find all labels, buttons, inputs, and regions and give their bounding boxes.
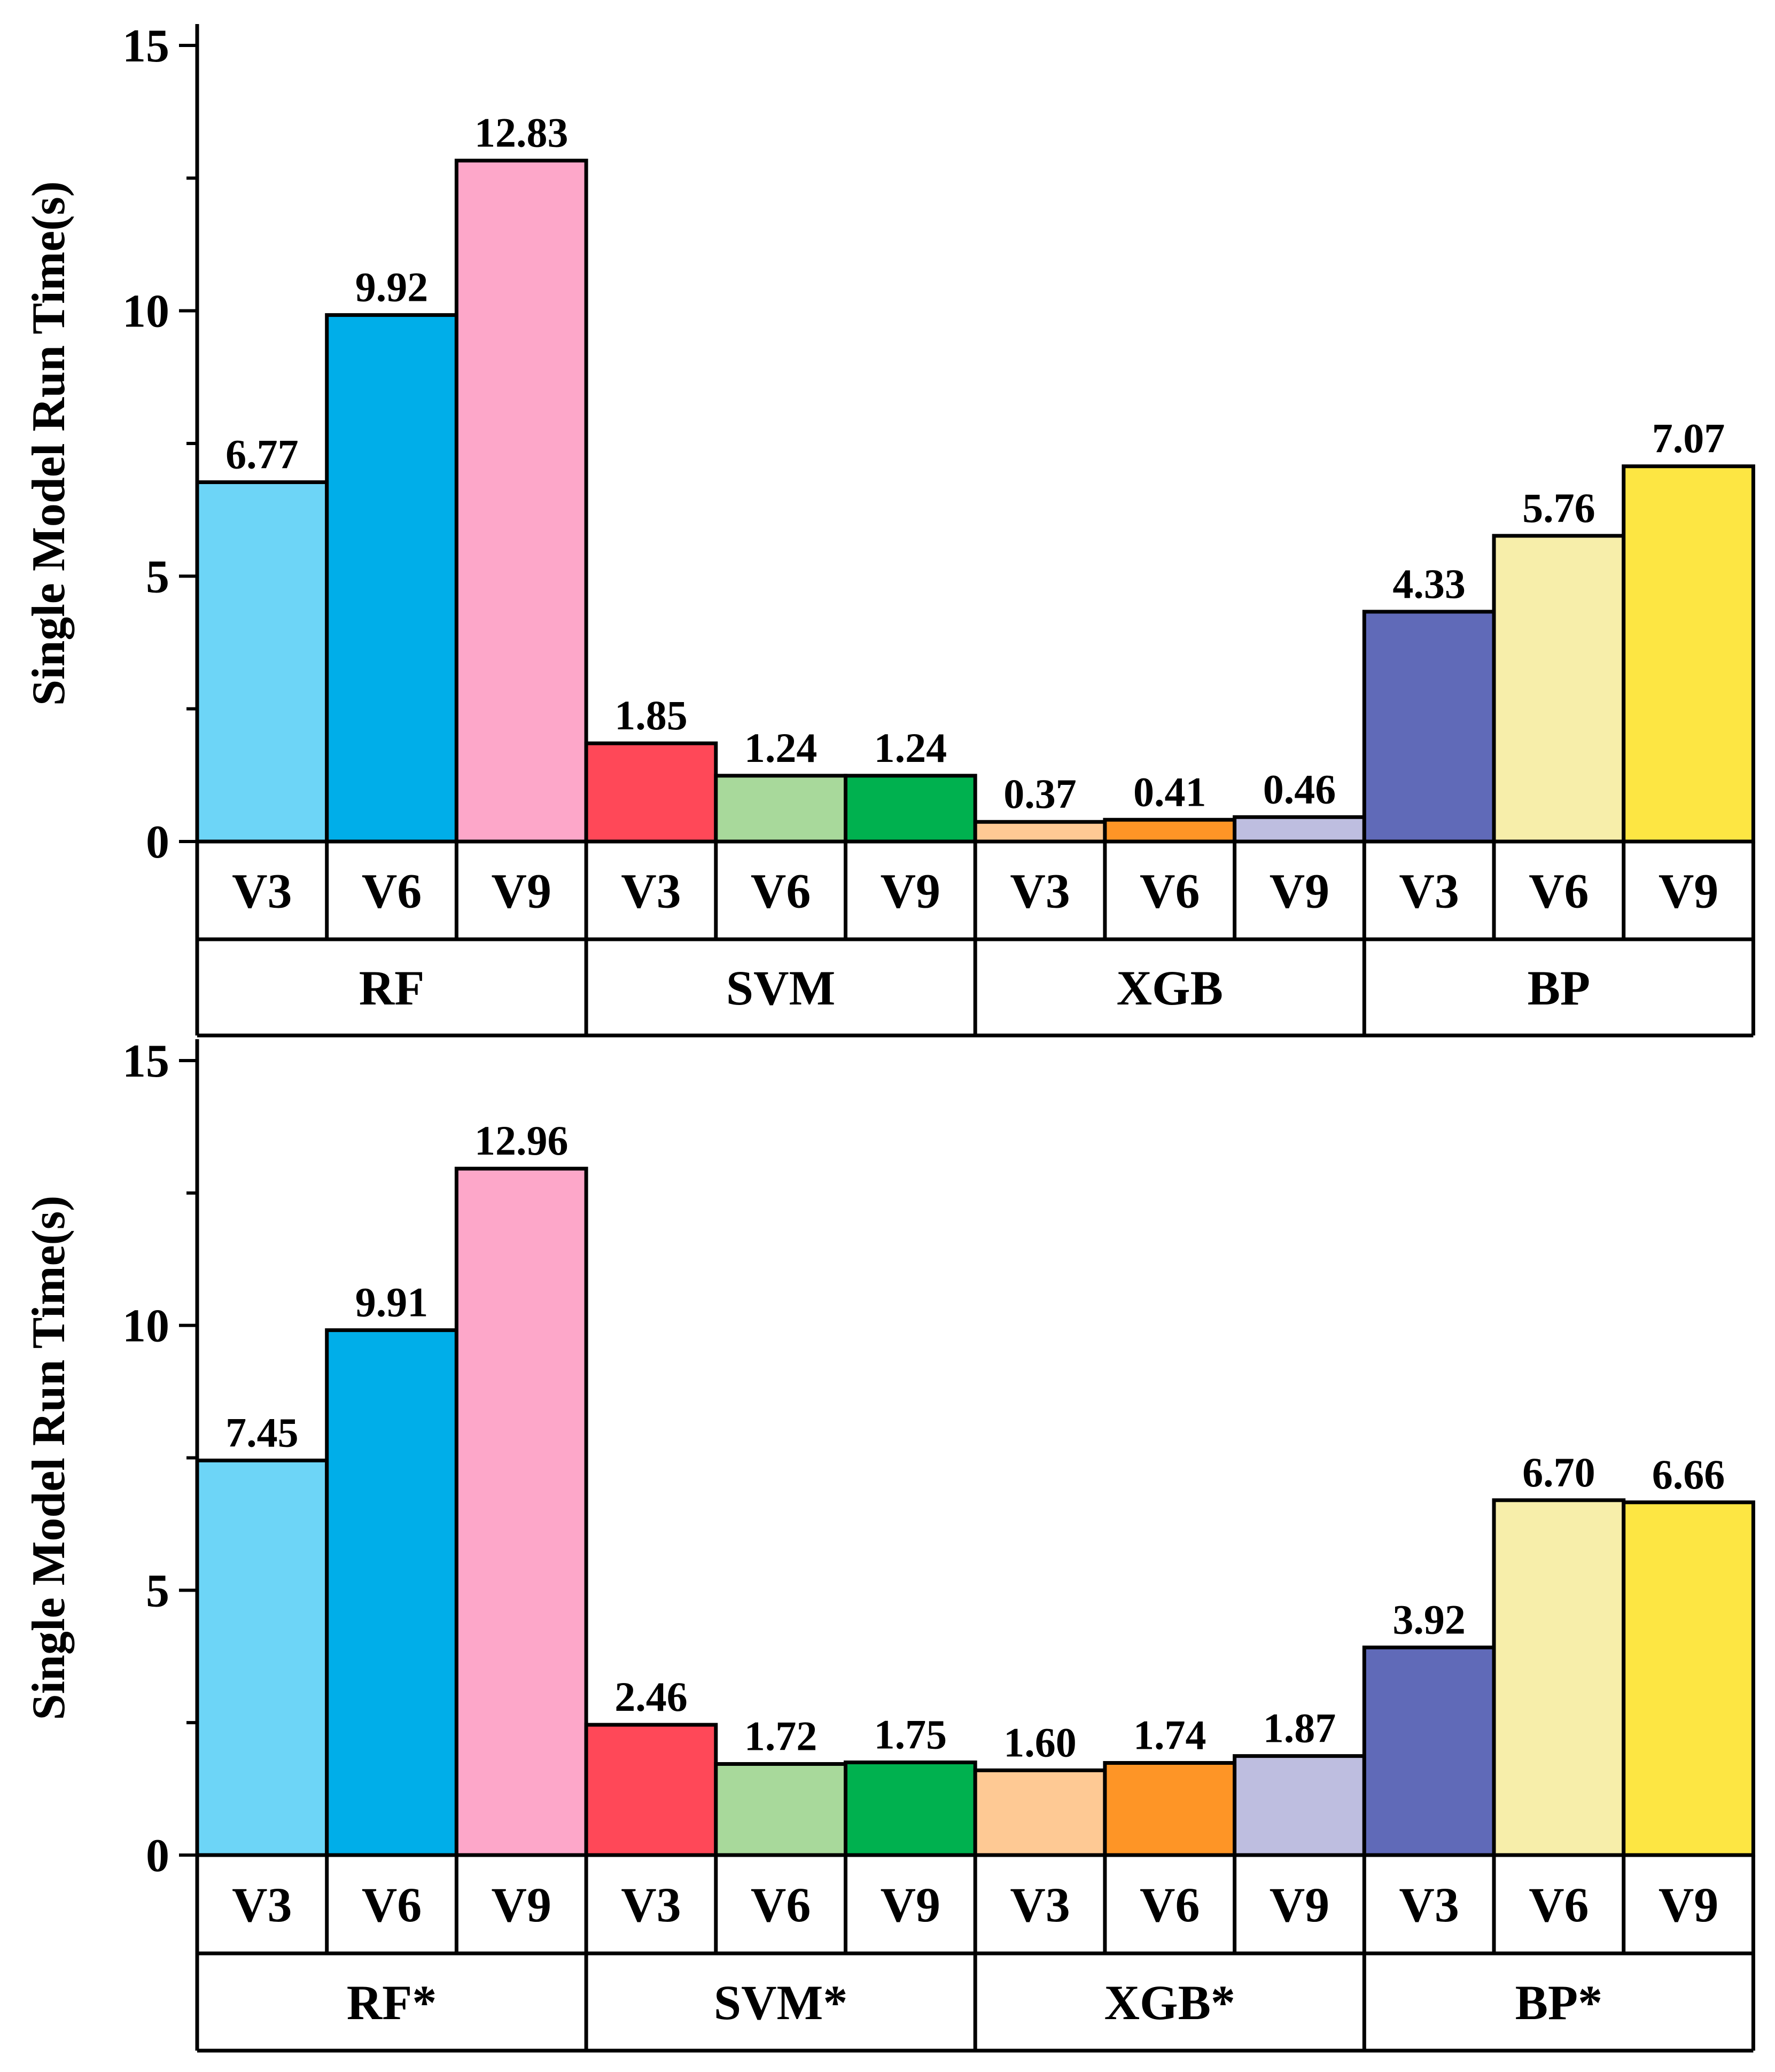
panel-1-group-label: BP (1528, 961, 1591, 1015)
panel-2-subcategory-label: V3 (232, 1878, 292, 1932)
panel-1-bar-rf-v3 (195, 480, 329, 844)
panel-1-bar-data-label: 4.33 (1392, 560, 1466, 607)
panel-2-group-label: XGB* (1104, 1975, 1235, 2030)
panel-1-subcategory-label: V6 (362, 864, 422, 918)
panel-1-subcategory-label: V9 (881, 864, 940, 918)
panel-1-subcategory-label: V6 (1140, 864, 1200, 918)
panel-1-bar-xgb-v3 (973, 820, 1107, 844)
panel-2-bar-data-label: 1.75 (874, 1711, 947, 1758)
panel-1-bar-bp-v6 (1492, 534, 1626, 844)
panel-2-bar-data-label: 1.72 (744, 1712, 818, 1759)
panel-1-bar-data-label: 0.46 (1263, 766, 1336, 812)
panel-2-bar-data-label: 1.60 (1003, 1719, 1077, 1765)
panel-1-subcategory-label: V3 (232, 864, 292, 918)
panel-1-bar-data-label: 1.24 (874, 725, 947, 771)
panel-1-bar-xgb-v9 (1233, 815, 1366, 844)
panel-1-bar-data-label: 7.07 (1652, 415, 1725, 462)
panel-1-bar-data-label: 1.24 (744, 725, 818, 771)
panel-1-group-label: SVM (726, 961, 835, 1015)
panel-1-subcategory-label: V9 (1270, 864, 1329, 918)
panel-1-bar-data-label: 0.41 (1133, 768, 1206, 815)
panel-2-y-axis-title: Single Model Run Time(s) (23, 1196, 75, 1720)
panel-1-y-tick-label: 10 (122, 286, 169, 338)
panel-2-subcategory-label: V6 (751, 1878, 811, 1932)
panel-2-bar-bp-star-v6 (1492, 1498, 1626, 1857)
panel-1-group-label: RF (359, 961, 425, 1015)
panel-2-group-label: SVM* (714, 1975, 847, 2030)
panel-1-bar-bp-v3 (1362, 610, 1496, 844)
panel-1-bar-data-label: 1.85 (614, 692, 688, 738)
panel-2-y-tick-label: 10 (122, 1300, 169, 1352)
panel-2-subcategory-label: V3 (621, 1878, 681, 1932)
panel-2-bar-data-label: 3.92 (1392, 1596, 1466, 1642)
panel-2-bar-data-label: 1.74 (1133, 1712, 1206, 1758)
panel-2-bar-svm-star-v9 (844, 1761, 977, 1857)
panel-2-y-tick-label: 5 (146, 1565, 169, 1617)
panel-2-bar-svm-star-v3 (584, 1723, 718, 1857)
panel-1-y-tick-label: 5 (146, 551, 169, 603)
panel-1-bar-bp-v9 (1622, 464, 1755, 844)
panel-2-bar-data-label: 6.70 (1522, 1449, 1595, 1495)
panel-2-bar-bp-star-v9 (1622, 1500, 1755, 1857)
panel-1-bar-svm-v9 (844, 774, 977, 844)
panel-2-bar-data-label: 1.87 (1263, 1705, 1336, 1751)
panel-1-subcategory-label: V3 (1010, 864, 1070, 918)
panel-1-bar-svm-v6 (714, 774, 848, 844)
panel-2-y-tick-label: 0 (146, 1830, 169, 1882)
panel-1-subcategory-label: V9 (1659, 864, 1718, 918)
panel-2-bar-data-label: 6.66 (1652, 1451, 1725, 1498)
panel-2-subcategory-label: V9 (881, 1878, 940, 1932)
panel-2-subcategory-label: V6 (362, 1878, 422, 1932)
panel-2-bar-xgb-star-v9 (1233, 1754, 1366, 1857)
panel-1-bar-svm-v3 (584, 741, 718, 844)
panel-2-bar-data-label: 9.91 (355, 1279, 429, 1326)
panel-2-bar-xgb-star-v6 (1103, 1761, 1237, 1857)
panel-2-subcategory-label: V6 (1529, 1878, 1589, 1932)
panel-1-y-axis-title: Single Model Run Time(s) (23, 181, 75, 706)
panel-2-bar-rf-star-v9 (454, 1166, 588, 1857)
panel-2-subcategory-label: V3 (1399, 1878, 1459, 1932)
panel-1-y-tick-label: 15 (122, 20, 169, 72)
panel-2-bar-bp-star-v3 (1362, 1645, 1496, 1857)
panel-2-subcategory-label: V6 (1140, 1878, 1200, 1932)
panel-2-subcategory-label: V9 (1270, 1878, 1329, 1932)
panel-1-subcategory-label: V6 (751, 864, 811, 918)
panel-1-bar-rf-v9 (454, 159, 588, 844)
panel-2-bar-xgb-star-v3 (973, 1768, 1107, 1857)
panel-2-bar-rf-star-v3 (195, 1458, 329, 1857)
panel-2-subcategory-label: V3 (1010, 1878, 1070, 1932)
panel-1-subcategory-label: V3 (621, 864, 681, 918)
panel-1-subcategory-label: V9 (492, 864, 551, 918)
panel-1-bar-xgb-v6 (1103, 817, 1237, 844)
panel-2-group-label: BP* (1515, 1975, 1603, 2030)
panel-2-subcategory-label: V9 (492, 1878, 551, 1932)
panel-1-group-label: XGB (1117, 961, 1223, 1015)
panel-1-bar-data-label: 5.76 (1522, 485, 1595, 531)
panel-2-bar-rf-star-v6 (325, 1328, 458, 1857)
panel-2-bar-data-label: 12.96 (474, 1117, 569, 1164)
panel-1-bar-data-label: 12.83 (474, 110, 569, 156)
panel-2-group-label: RF* (347, 1975, 437, 2030)
panel-2-bar-svm-star-v6 (714, 1762, 848, 1857)
panel-1-bar-rf-v6 (325, 313, 458, 844)
panel-1-subcategory-label: V6 (1529, 864, 1589, 918)
panel-2-bar-data-label: 7.45 (225, 1409, 299, 1455)
panel-1-bar-data-label: 0.37 (1003, 770, 1077, 817)
panel-1-y-tick-label: 0 (146, 816, 169, 868)
panel-2-y-tick-label: 15 (122, 1035, 169, 1087)
panel-2-subcategory-label: V9 (1659, 1878, 1718, 1932)
panel-2-bar-data-label: 2.46 (614, 1673, 688, 1720)
panel-1-bar-data-label: 9.92 (355, 264, 429, 310)
panel-1-subcategory-label: V3 (1399, 864, 1459, 918)
panel-1-bar-data-label: 6.77 (225, 431, 299, 478)
